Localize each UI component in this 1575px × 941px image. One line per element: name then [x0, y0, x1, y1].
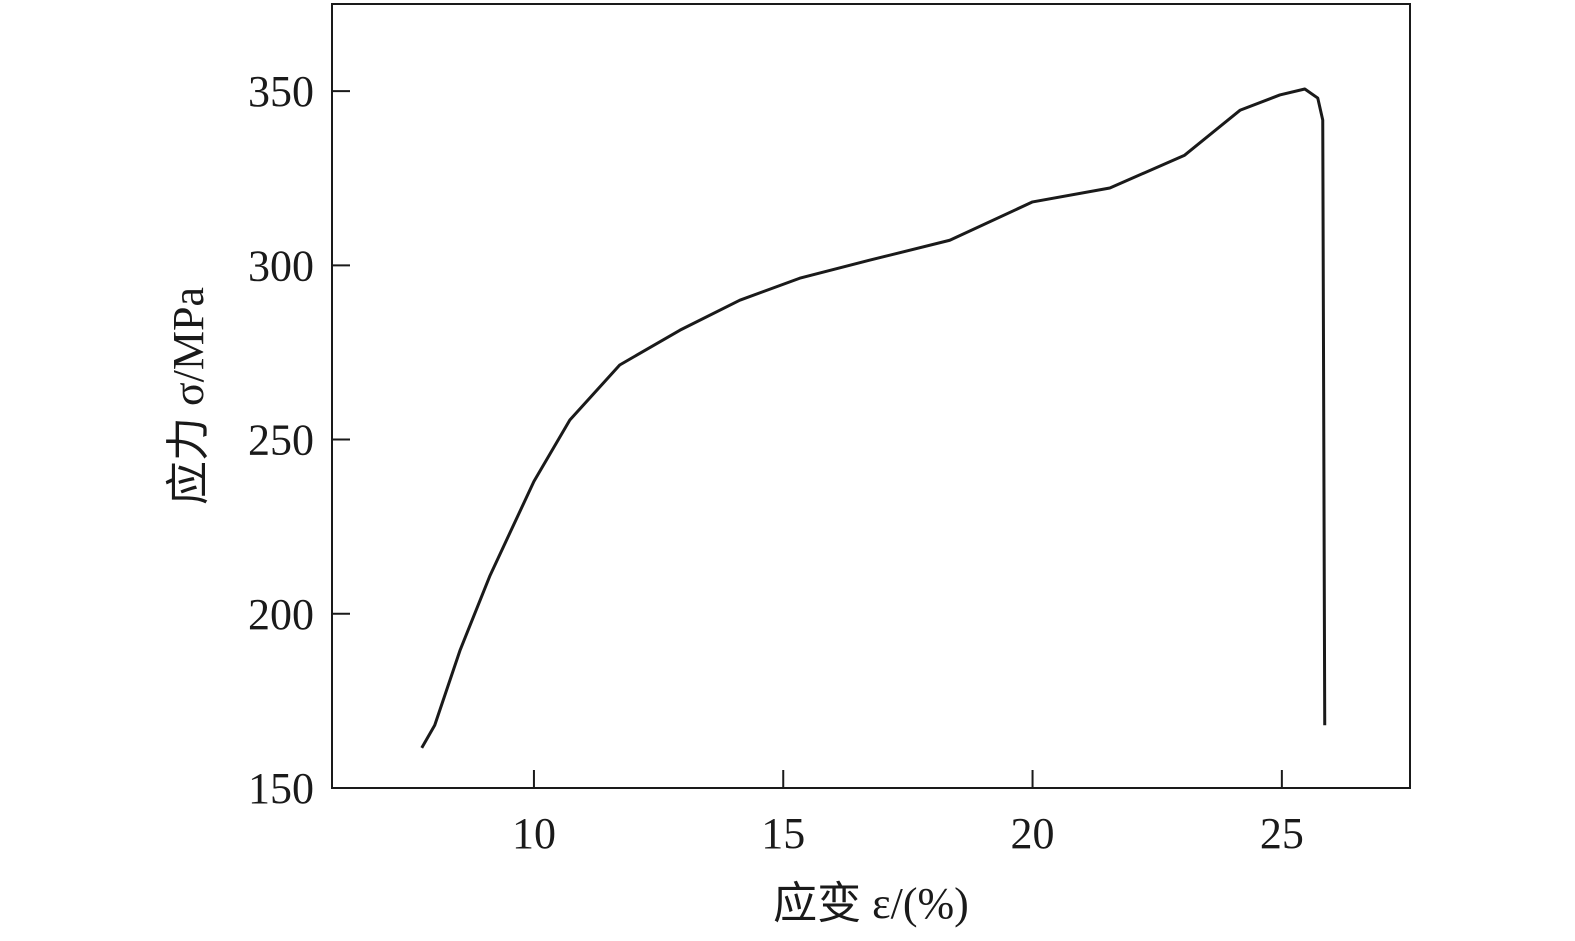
x-tick-label: 10	[512, 809, 556, 858]
x-tick-label: 15	[761, 809, 805, 858]
y-tick-label: 200	[248, 590, 314, 639]
y-tick-label: 300	[248, 241, 314, 290]
x-tick-label: 20	[1011, 809, 1055, 858]
plot-frame	[331, 3, 1411, 789]
y-axis-title: 应力 σ/MPa	[164, 287, 213, 505]
y-tick-label: 250	[248, 416, 314, 465]
y-tick-label: 150	[248, 764, 314, 813]
y-tick-label: 350	[248, 67, 314, 116]
x-axis-title: 应变 ε/(%)	[773, 879, 969, 928]
x-tick-label: 25	[1260, 809, 1304, 858]
data-line	[420, 87, 1327, 749]
